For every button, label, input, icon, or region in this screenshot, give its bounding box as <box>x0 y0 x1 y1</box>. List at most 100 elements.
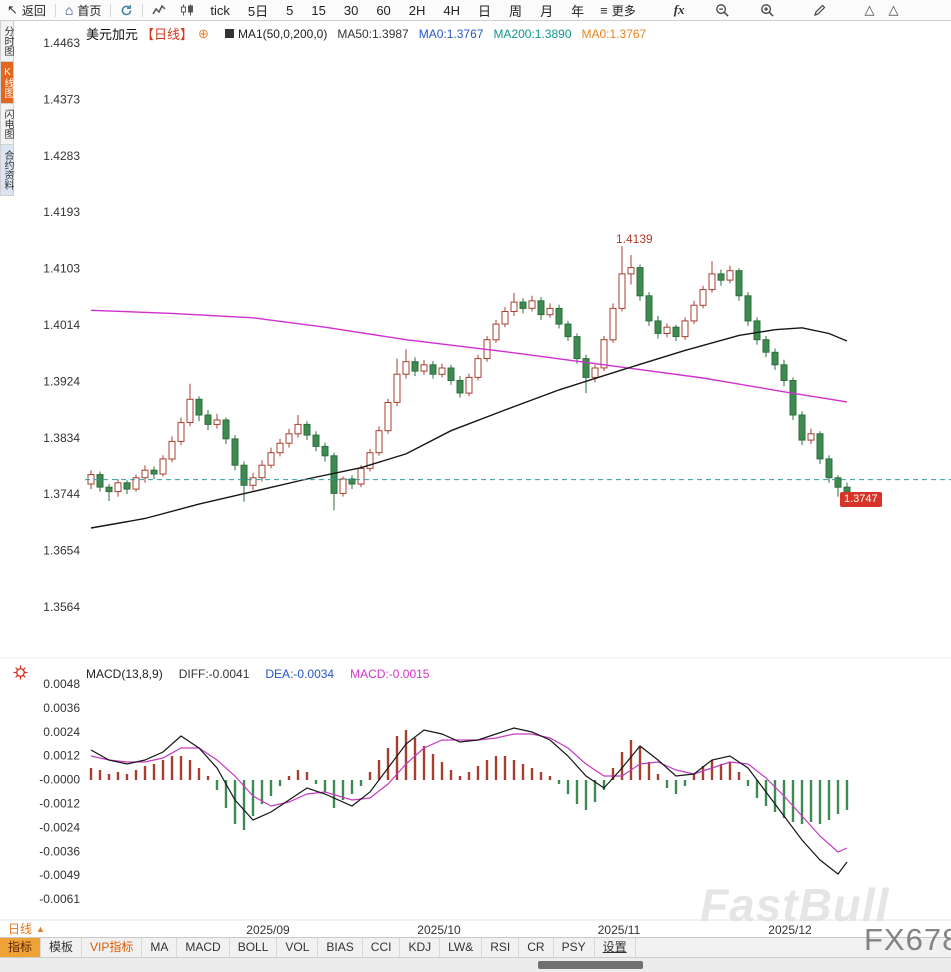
indicator-settings-icon[interactable] <box>13 665 28 680</box>
candle-body <box>555 307 563 325</box>
indicator-tabs-bar: 指标 模板 VIP指标 MA MACD BOLL VOL BIAS CCI KDJ LW& RSI CR… <box>0 937 951 957</box>
tab-8[interactable]: BIAS <box>318 938 363 957</box>
macd-bar <box>368 772 372 780</box>
tab-3[interactable]: VIP指标 <box>82 938 143 957</box>
line-chart-button[interactable] <box>145 0 173 21</box>
tab-4[interactable]: MA <box>142 938 178 957</box>
candle-body <box>213 419 221 425</box>
candle-body <box>690 304 698 322</box>
panel-dividers <box>0 657 951 921</box>
period-button-10[interactable]: 周 <box>509 3 523 19</box>
tab-14[interactable]: PSY <box>554 938 595 957</box>
tab-7[interactable]: VOL <box>277 938 319 957</box>
period-button-5[interactable]: 30 <box>343 2 359 18</box>
candle-body <box>519 301 527 309</box>
macd-bar <box>638 746 642 780</box>
svg-text:-0.0049: -0.0049 <box>39 868 80 882</box>
svg-text:2025/10: 2025/10 <box>417 923 461 937</box>
candle-body <box>447 367 455 381</box>
macd-bar <box>485 760 489 780</box>
period-button-2[interactable]: 5日 <box>247 3 269 19</box>
tab-5[interactable]: MACD <box>177 938 230 957</box>
period-button-3[interactable]: 5 <box>286 2 294 18</box>
back-label: 返回 <box>21 3 46 18</box>
period-button-12[interactable]: 年 <box>571 3 585 19</box>
tab-9[interactable]: CCI <box>363 938 401 957</box>
sidebar-item-3[interactable]: 闪电图 <box>0 104 14 145</box>
candle-body <box>681 320 689 338</box>
macd-bar <box>125 774 129 780</box>
chart-header: 美元加元 【日线】 ⊕ MA1(50,0,200,0) MA50:1.3987 … <box>86 24 646 43</box>
tab-15[interactable]: 设置 <box>595 938 636 957</box>
candle-body <box>762 339 770 353</box>
candle-body <box>456 380 464 394</box>
macd-bar <box>458 776 462 780</box>
period-button-4[interactable]: 15 <box>311 2 326 18</box>
zoom-out-button[interactable] <box>708 0 737 21</box>
tab-2[interactable]: 模板 <box>41 938 83 957</box>
tab-6[interactable]: BOLL <box>230 938 278 957</box>
macd-dea-readout: DEA:-0.0034 <box>265 667 335 681</box>
candle-body <box>123 482 131 490</box>
home-button[interactable]: ⌂ 首页 <box>58 0 108 21</box>
ma50-readout: MA50:1.3987 <box>337 26 409 41</box>
candle-body <box>465 376 473 394</box>
period-selector-button[interactable]: 日线 ▲ <box>8 920 45 937</box>
candle-body <box>816 433 824 460</box>
period-button-9[interactable]: 日 <box>478 3 492 19</box>
macd-bar <box>503 756 507 780</box>
macd-bar <box>746 780 750 786</box>
candle-body <box>663 326 671 335</box>
shape-tool-2-button[interactable]: △ <box>882 0 906 21</box>
candle-body <box>114 482 122 493</box>
svg-text:0.0036: 0.0036 <box>43 701 80 715</box>
diff-line <box>90 727 848 875</box>
horizontal-scrollbar[interactable] <box>0 957 951 972</box>
back-button[interactable]: ↖ 返回 <box>0 0 53 21</box>
more-button[interactable]: ≡ 更多 <box>593 0 643 21</box>
tab-13[interactable]: CR <box>519 938 554 957</box>
period-button-6[interactable]: 60 <box>376 2 391 18</box>
tab-1[interactable]: 指标 <box>0 938 42 957</box>
macd-bar <box>539 772 543 780</box>
ma-settings-icon[interactable] <box>224 29 234 38</box>
home-label: 首页 <box>77 3 102 18</box>
formula-button[interactable]: fx <box>673 2 685 17</box>
period-button-7[interactable]: 2H <box>408 2 426 18</box>
sidebar-item-2[interactable]: K线图 <box>0 62 14 104</box>
candle-body <box>528 300 536 309</box>
add-indicator-icon[interactable]: ⊕ <box>198 25 209 41</box>
svg-text:-0.0061: -0.0061 <box>39 892 80 906</box>
tab-10[interactable]: KDJ <box>400 938 441 957</box>
period-button-11[interactable]: 月 <box>540 3 554 19</box>
period-button-8[interactable]: 4H <box>443 2 461 18</box>
zoom-in-button[interactable] <box>753 0 782 21</box>
macd-bar <box>242 780 246 830</box>
macd-bar <box>476 766 480 780</box>
candle-body <box>96 474 104 488</box>
macd-bar <box>494 756 498 780</box>
candle-body <box>321 445 329 457</box>
macd-bar <box>170 756 174 780</box>
tab-12[interactable]: RSI <box>482 938 520 957</box>
period-button-1[interactable]: tick <box>210 2 230 18</box>
candle-body <box>537 300 545 316</box>
macd-bar <box>152 764 156 780</box>
macd-bar <box>620 752 624 780</box>
ma200-readout: MA200:1.3890 <box>493 26 572 41</box>
macd-bar <box>107 774 111 780</box>
refresh-button[interactable] <box>113 0 140 21</box>
tab-11[interactable]: LW& <box>440 938 483 957</box>
scrollbar-handle[interactable] <box>538 961 643 969</box>
more-label: 更多 <box>611 3 636 18</box>
candle-body <box>582 358 590 378</box>
sidebar-item-1[interactable]: 分时图 <box>0 21 14 62</box>
sidebar-item-4[interactable]: 合约资料 <box>0 145 14 196</box>
draw-tool-button[interactable] <box>806 0 834 21</box>
toolbar-divider <box>54 3 56 17</box>
shape-tool-button[interactable]: △ <box>858 0 882 21</box>
macd-bar <box>809 780 813 822</box>
candle-body <box>645 295 653 322</box>
candle-chart-button[interactable] <box>173 0 201 21</box>
